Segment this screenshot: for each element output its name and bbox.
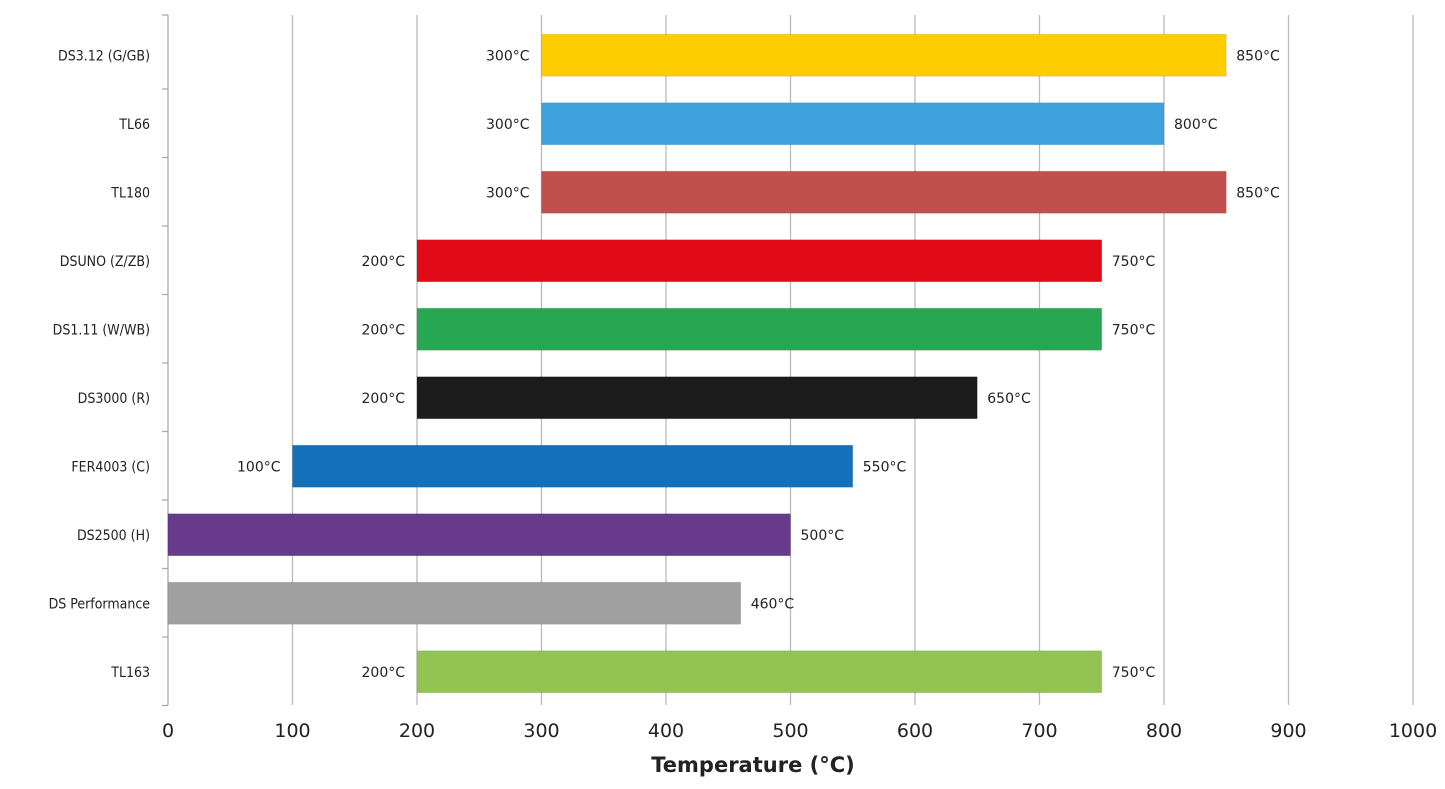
category-labels: DS3.12 (G/GB) TL66 TL180 DSUNO (Z/ZB) DS1.11… — [49, 48, 151, 681]
bars — [167, 33, 1227, 694]
end-label: 750°C — [1112, 322, 1156, 338]
x-tick-label: 300 — [523, 720, 559, 742]
x-tick-label: 100 — [274, 720, 310, 742]
x-tick-label: 0 — [162, 720, 174, 742]
start-label: 200°C — [362, 391, 406, 407]
category-label: DSUNO (Z/ZB) — [60, 254, 150, 270]
end-label: 550°C — [863, 459, 907, 475]
x-tick-label: 500 — [772, 720, 808, 742]
bar — [541, 33, 1227, 77]
end-label: 750°C — [1112, 665, 1156, 681]
start-label: 300°C — [486, 185, 530, 201]
x-tick-label: 400 — [648, 720, 684, 742]
category-label: DS Performance — [49, 596, 151, 612]
bar — [541, 170, 1227, 214]
bar — [416, 307, 1103, 351]
bar — [416, 376, 978, 420]
category-label: DS3.12 (G/GB) — [58, 48, 150, 64]
start-label: 300°C — [486, 117, 530, 133]
x-tick-label: 800 — [1146, 720, 1182, 742]
category-label: TL66 — [118, 117, 150, 133]
bar — [167, 513, 791, 557]
x-tick-label: 600 — [897, 720, 933, 742]
end-label: 850°C — [1236, 185, 1280, 201]
x-tick-label: 900 — [1270, 720, 1306, 742]
x-tick-label: 200 — [399, 720, 435, 742]
bar — [541, 102, 1165, 146]
data-labels: 300°C 850°C 300°C 800°C 300°C 850°C 200°C 750°C… — [237, 48, 1280, 681]
end-label: 850°C — [1236, 48, 1280, 64]
end-label: 750°C — [1112, 254, 1156, 270]
start-label: 200°C — [362, 254, 406, 270]
start-label: 100°C — [237, 459, 281, 475]
category-label: DS2500 (H) — [77, 528, 150, 544]
x-tick-labels: 0 100 200 300 400 500 600 700 800 900 1000 — [162, 720, 1437, 742]
start-label: 200°C — [362, 322, 406, 338]
end-label: 800°C — [1174, 117, 1218, 133]
x-axis-label: Temperature (°C) — [651, 753, 854, 777]
category-label: DS1.11 (W/WB) — [53, 322, 150, 338]
category-label: TL180 — [110, 185, 150, 201]
x-tick-label: 700 — [1021, 720, 1057, 742]
category-label: FER4003 (C) — [71, 459, 150, 475]
bar — [167, 581, 742, 625]
start-label: 300°C — [486, 48, 530, 64]
bar — [416, 239, 1103, 283]
category-label: DS3000 (R) — [78, 391, 150, 407]
end-label: 500°C — [801, 528, 845, 544]
start-label: 200°C — [362, 665, 406, 681]
bar — [416, 650, 1103, 694]
end-label: 650°C — [987, 391, 1031, 407]
category-label: TL163 — [110, 665, 150, 681]
end-label: 460°C — [751, 596, 795, 612]
bar — [292, 444, 854, 488]
x-tick-label: 1000 — [1389, 720, 1437, 742]
